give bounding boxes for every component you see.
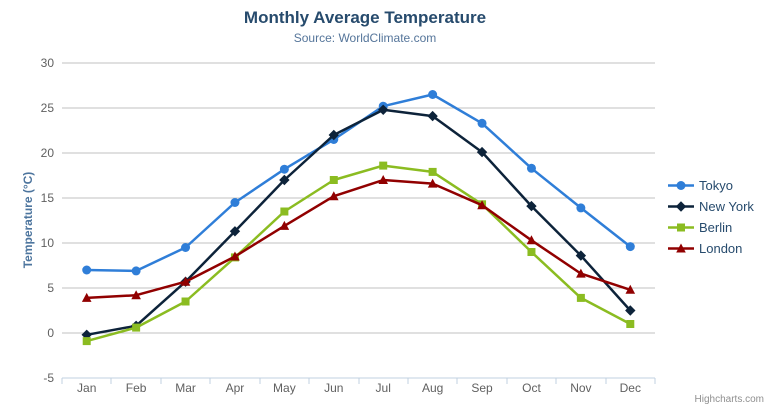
x-axis-label: Mar	[175, 381, 196, 395]
tokyo-series-marker-icon	[668, 181, 694, 190]
credits-link[interactable]: Highcharts.com	[694, 394, 764, 405]
y-axis-labels: -5 0 5 10 15 20 25 30	[41, 56, 55, 385]
x-axis-label: Apr	[226, 381, 245, 395]
x-axis-label: May	[273, 381, 296, 395]
chart-subtitle: Source: WorldClimate.com	[293, 31, 437, 45]
y-axis-label: 25	[41, 101, 55, 115]
legend-item-new-york[interactable]: New York	[668, 196, 754, 217]
x-axis-label: Feb	[126, 381, 147, 395]
x-axis-label: Aug	[422, 381, 443, 395]
y-axis-label: 20	[41, 146, 55, 160]
y-axis-label: 30	[41, 56, 55, 70]
gridlines	[62, 62, 655, 379]
x-axis-labels: Jan Feb Mar Apr May Jun Jul Aug Sep Oct Nov Dec	[77, 381, 641, 395]
series-tokyo[interactable]	[82, 90, 635, 276]
y-axis-label: 0	[47, 326, 54, 340]
legend-label: New York	[699, 199, 754, 214]
x-axis-label: Nov	[570, 381, 591, 395]
x-axis-label: Jul	[376, 381, 391, 395]
legend-item-london[interactable]: London	[668, 238, 754, 259]
x-axis-label: Dec	[620, 381, 641, 395]
y-axis-label: 5	[47, 281, 54, 295]
y-axis-label: 15	[41, 191, 55, 205]
new-york-series-marker-icon	[668, 201, 694, 212]
x-axis	[61, 377, 656, 384]
berlin-series-marker-icon	[668, 223, 694, 232]
chart-title: Monthly Average Temperature	[243, 8, 487, 27]
y-axis-label: 10	[41, 236, 55, 250]
legend-item-tokyo[interactable]: Tokyo	[668, 175, 754, 196]
x-axis-label: Sep	[471, 381, 493, 395]
y-axis-title: Temperature (°C)	[21, 171, 35, 269]
series-london[interactable]	[81, 175, 636, 302]
legend-label: Berlin	[699, 220, 733, 235]
legend-label: Tokyo	[699, 178, 733, 193]
legend: Tokyo New York Berlin London	[668, 175, 754, 259]
series-new-york[interactable]	[81, 104, 636, 340]
x-axis-label: Jun	[324, 381, 343, 395]
x-axis-label: Oct	[522, 381, 541, 395]
y-axis-label: -5	[43, 371, 54, 385]
legend-item-berlin[interactable]: Berlin	[668, 217, 754, 238]
london-series-marker-icon	[668, 243, 694, 253]
legend-label: London	[699, 241, 743, 256]
x-axis-label: Jan	[77, 381, 96, 395]
